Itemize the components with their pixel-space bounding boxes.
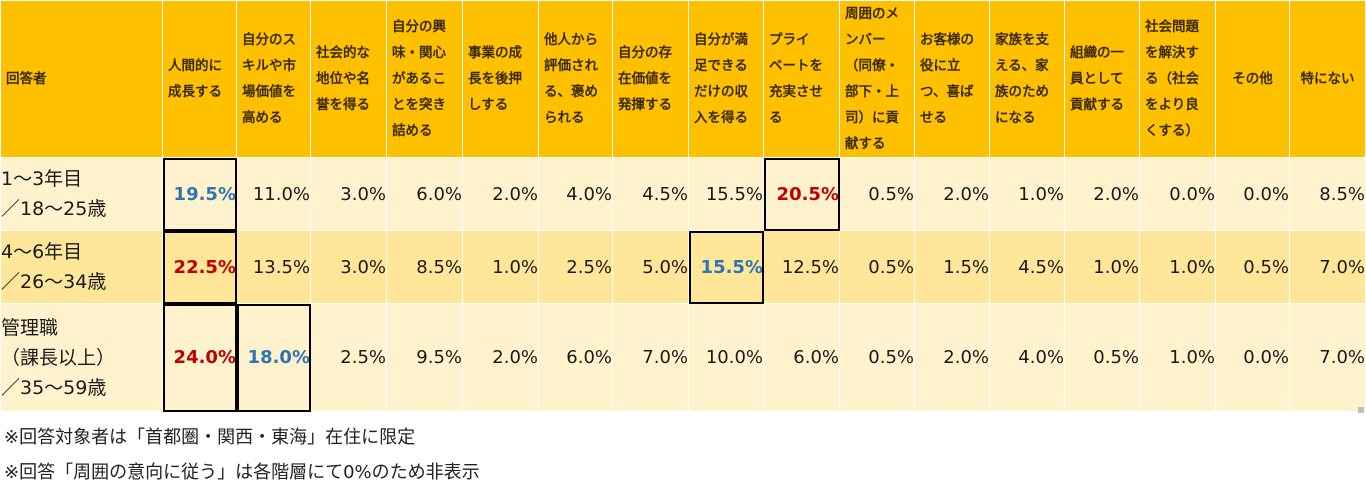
table-cell: 2.0% (462, 303, 539, 412)
column-header: 家族を支 える、家 族のため になる (989, 0, 1065, 158)
table-cell: 0.5% (839, 230, 915, 304)
column-header: 自分のス キルや市 場価値を 高める (236, 0, 311, 158)
row-label: 1～3年目 ／18～25歳 (0, 157, 163, 231)
table-cell: 0.5% (1064, 303, 1140, 412)
table-cell: 1.0% (1139, 303, 1216, 412)
table-cell: 1.0% (462, 230, 539, 304)
table-cell: 2.0% (462, 157, 539, 231)
column-header: 他人から 評価され る、褒め られる (538, 0, 613, 158)
table-cell: 22.5% (162, 230, 237, 304)
column-header: 組織の一 員として 貢献する (1064, 0, 1140, 158)
table-cell: 3.0% (310, 157, 387, 231)
table-cell: 5.0% (612, 230, 689, 304)
respondent-header: 回答者 (0, 0, 163, 158)
table-cell: 2.0% (914, 157, 990, 231)
table-cell: 7.0% (612, 303, 689, 412)
table-cell: 9.5% (386, 303, 463, 412)
column-header: 自分の存 在価値を 発揮する (612, 0, 689, 158)
column-header: その他 (1215, 0, 1290, 158)
table-cell: 0.0% (1215, 157, 1290, 231)
table-cell: 8.5% (1289, 157, 1366, 231)
column-header: プライ ベートを 充実させ る (763, 0, 840, 158)
footnote: ※回答「周囲の意向に従う」は各階層にて0%のため非表示 (4, 462, 480, 483)
table-cell: 12.5% (763, 230, 840, 304)
table-cell: 6.0% (538, 303, 613, 412)
table-cell: 18.0% (236, 303, 311, 412)
column-header: 社会問題 を解決す る（社会 をより良 くする） (1139, 0, 1216, 158)
table-cell: 7.0% (1289, 303, 1366, 412)
table-cell: 7.0% (1289, 230, 1366, 304)
table-row: 管理職 （課長以上） ／35～59歳 24.0% 18.0% 2.5% 9.5%… (0, 303, 1366, 412)
table-cell: 0.0% (1139, 157, 1216, 231)
resize-handle-mark (1358, 407, 1364, 413)
table-cell: 11.0% (236, 157, 311, 231)
table-cell: 2.5% (310, 303, 387, 412)
table-cell: 1.0% (1139, 230, 1216, 304)
table-cell: 3.0% (310, 230, 387, 304)
table-cell: 4.5% (612, 157, 689, 231)
column-header: 特にない (1289, 0, 1366, 158)
table-cell: 0.0% (1215, 303, 1290, 412)
row-label: 管理職 （課長以上） ／35～59歳 (0, 303, 163, 412)
table-cell: 2.0% (1064, 157, 1140, 231)
table-cell: 4.0% (989, 303, 1065, 412)
table-cell: 4.0% (538, 157, 613, 231)
column-header: 事業の成 長を後押 しする (462, 0, 539, 158)
table-cell: 0.5% (1215, 230, 1290, 304)
footnote: ※回答対象者は「首都圏・関西・東海」在住に限定 (4, 427, 416, 448)
survey-table: 回答者 人間的に 成長する 自分のス キルや市 場価値を 高める 社会的な 地位… (0, 0, 1366, 412)
table-cell: 1.0% (1064, 230, 1140, 304)
table-cell: 1.0% (989, 157, 1065, 231)
table-cell: 2.0% (914, 303, 990, 412)
table-cell: 19.5% (162, 157, 237, 231)
row-label: 4～6年目 ／26～34歳 (0, 230, 163, 304)
table-cell: 0.5% (839, 303, 915, 412)
table-cell: 8.5% (386, 230, 463, 304)
footnotes: ※回答対象者は「首都圏・関西・東海」在住に限定 ※回答「周囲の意向に従う」は各階… (4, 420, 1304, 490)
table-cell: 6.0% (386, 157, 463, 231)
column-header: 社会的な 地位や名 誉を得る (310, 0, 387, 158)
column-header: 自分が満 足できる だけの収 入を得る (688, 0, 764, 158)
column-header: 周囲のメ ンバー （同僚・ 部下・上 司）に貢 献する (839, 0, 915, 158)
table-cell: 13.5% (236, 230, 311, 304)
table-cell: 0.5% (839, 157, 915, 231)
table-cell: 6.0% (763, 303, 840, 412)
table-cell: 10.0% (688, 303, 764, 412)
table-cell: 1.5% (914, 230, 990, 304)
table-cell: 4.5% (989, 230, 1065, 304)
table-cell: 15.5% (688, 230, 764, 304)
column-header: お客様の 役に立 つ、喜ば せる (914, 0, 990, 158)
column-header: 人間的に 成長する (162, 0, 237, 158)
table-cell: 2.5% (538, 230, 613, 304)
header-row: 回答者 人間的に 成長する 自分のス キルや市 場価値を 高める 社会的な 地位… (0, 0, 1366, 158)
column-header: 自分の興 味・関心 があるこ とを突き 詰める (386, 0, 463, 158)
table-row: 4～6年目 ／26～34歳 22.5% 13.5% 3.0% 8.5% 1.0%… (0, 230, 1366, 304)
table-cell: 15.5% (688, 157, 764, 231)
table-row: 1～3年目 ／18～25歳 19.5% 11.0% 3.0% 6.0% 2.0%… (0, 157, 1366, 231)
table-cell: 24.0% (162, 303, 237, 412)
table-cell: 20.5% (763, 157, 840, 231)
